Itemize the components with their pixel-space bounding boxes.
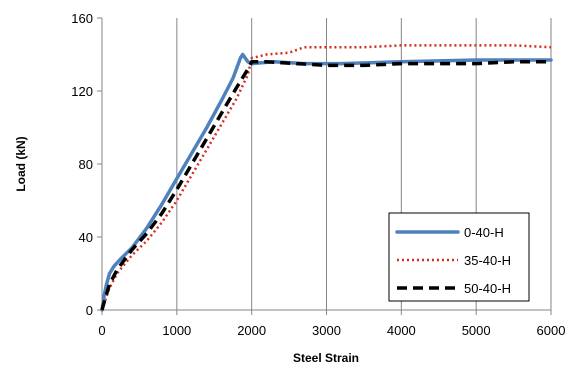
x-tick-label: 2000 <box>237 323 266 338</box>
x-axis-title: Steel Strain <box>293 351 359 365</box>
y-tick-label: 160 <box>71 11 93 26</box>
y-tick-labels: 0 40 80 120 160 <box>71 11 102 318</box>
legend-label-0-40-H: 0-40-H <box>464 225 504 240</box>
y-axis-title: Load (kN) <box>14 136 28 191</box>
legend-box <box>388 212 530 302</box>
series-line-0-40-H <box>100 52 553 312</box>
x-tick-label: 5000 <box>462 323 491 338</box>
x-tick-label: 1000 <box>162 323 191 338</box>
legend-label-50-40-H: 50-40-H <box>464 281 511 296</box>
y-tick-label: 80 <box>79 157 93 172</box>
x-tick-label: 3000 <box>312 323 341 338</box>
x-tick-label: 6000 <box>537 323 566 338</box>
x-tick-label: 0 <box>98 323 105 338</box>
y-tick-label: 0 <box>86 303 93 318</box>
x-tick-labels: 0 1000 2000 3000 4000 5000 6000 <box>98 310 565 338</box>
series-lines <box>100 44 553 312</box>
legend: 0-40-H 35-40-H 50-40-H <box>388 212 530 302</box>
y-tick-label: 40 <box>79 230 93 245</box>
series-line-50-40-H <box>100 60 551 311</box>
series-line-35-40-H <box>100 44 552 311</box>
legend-label-35-40-H: 35-40-H <box>464 253 511 268</box>
grid-lines <box>176 18 552 310</box>
y-tick-label: 120 <box>71 84 93 99</box>
x-tick-label: 4000 <box>387 323 416 338</box>
